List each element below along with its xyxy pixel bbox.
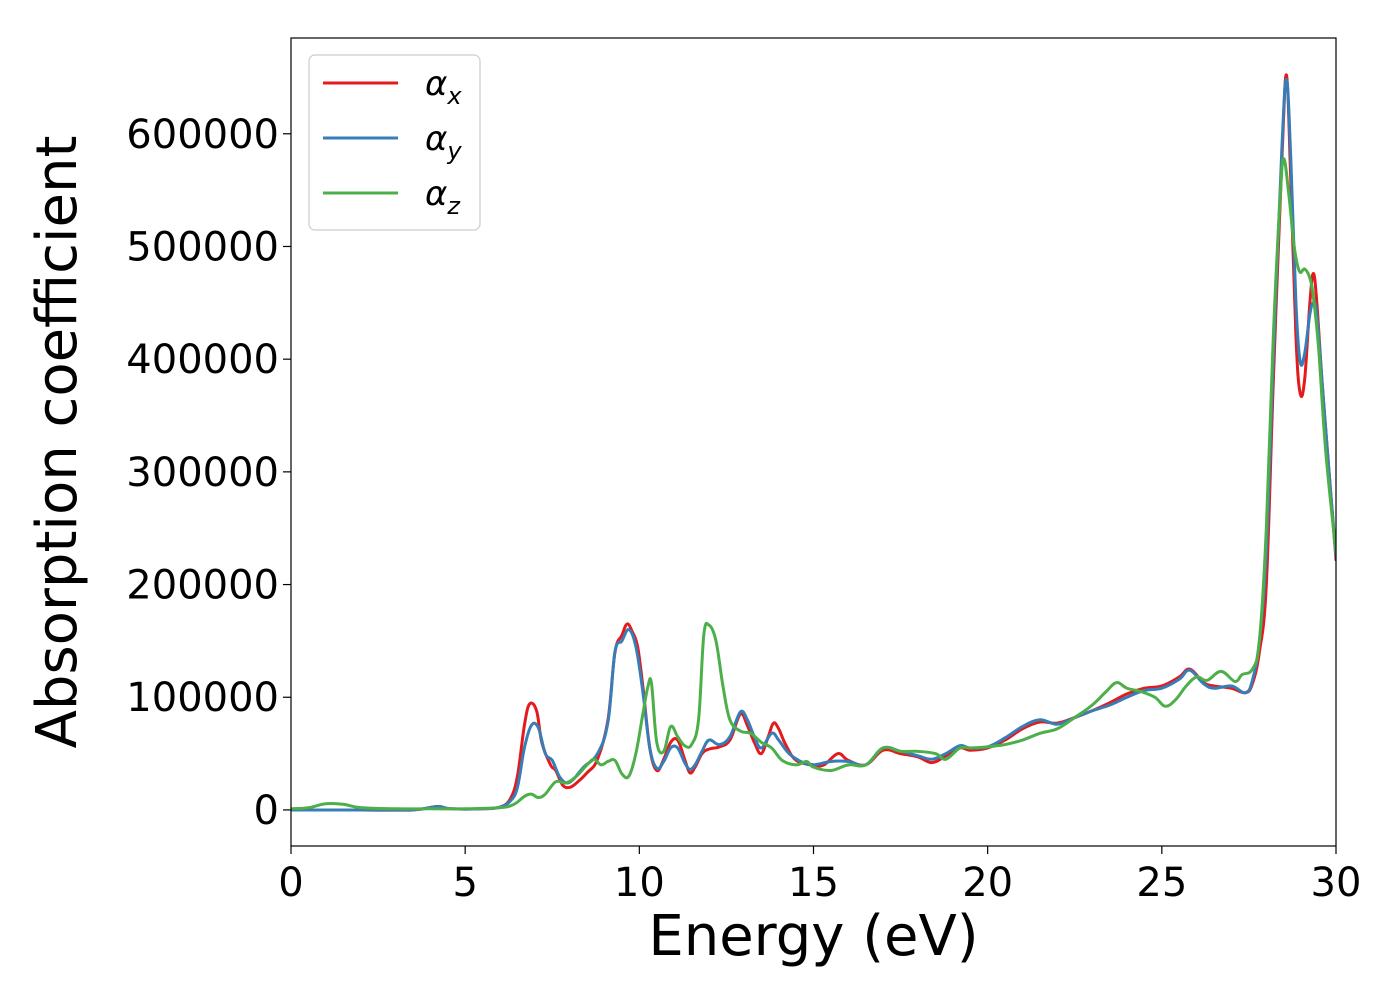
y-tick-label: 200000 <box>126 563 279 609</box>
x-tick-label: 0 <box>278 860 303 906</box>
y-axis-ticks: 0 100000 200000 300000 400000 500000 600000 <box>126 112 291 834</box>
x-axis-ticks: 0 5 10 15 20 25 30 <box>278 846 1361 906</box>
y-tick-label: 500000 <box>126 224 279 270</box>
series-layer <box>291 73 1336 812</box>
legend-frame <box>308 54 481 231</box>
series-line-z <box>291 157 1336 811</box>
y-tick-label: 100000 <box>126 675 279 721</box>
y-axis-label: Absorption coefficient <box>25 136 90 749</box>
x-tick-label: 20 <box>962 860 1013 906</box>
y-tick-label: 0 <box>254 788 279 834</box>
y-tick-label: 400000 <box>126 337 279 383</box>
x-tick-label: 10 <box>614 860 665 906</box>
x-tick-label: 15 <box>788 860 839 906</box>
x-tick-label: 25 <box>1136 860 1187 906</box>
x-tick-label: 5 <box>452 860 477 906</box>
x-tick-label: 30 <box>1311 860 1362 906</box>
y-tick-label: 600000 <box>126 112 279 158</box>
x-axis-label: Energy (eV) <box>648 904 978 969</box>
y-tick-label: 300000 <box>126 450 279 496</box>
